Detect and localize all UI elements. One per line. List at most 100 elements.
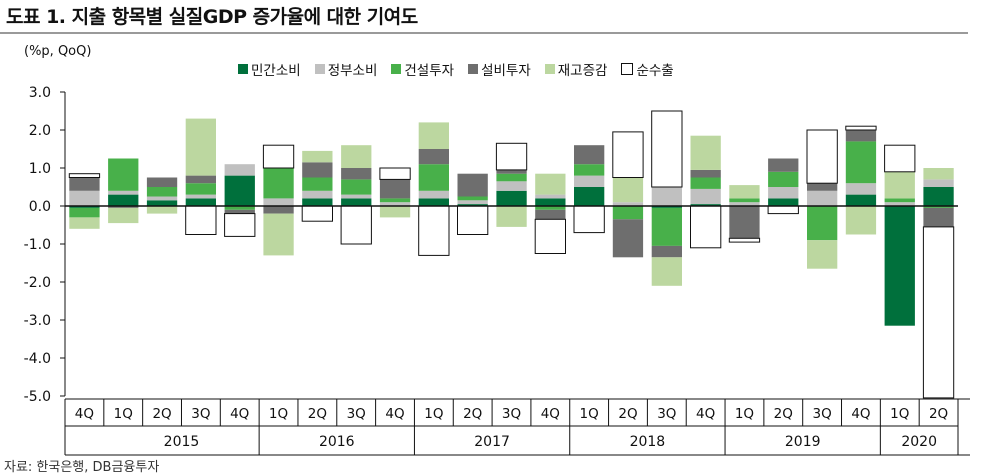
x-tick-label: 2Q — [152, 406, 171, 422]
bar-segment — [845, 206, 877, 235]
legend-swatch — [391, 64, 402, 74]
x-tick-label: 1Q — [890, 406, 909, 422]
bar-segment — [496, 190, 527, 206]
bar-segment — [690, 177, 721, 189]
y-tick-label: 2.0 — [29, 123, 51, 139]
bar-segment — [302, 190, 333, 199]
bar-segment — [922, 226, 955, 399]
legend-item: 정부소비 — [314, 59, 378, 79]
bar-segment — [379, 206, 411, 218]
bar-segment — [341, 194, 372, 199]
bar-segment — [341, 168, 372, 180]
bar-segment — [108, 206, 139, 208]
bar-segment — [224, 213, 256, 237]
y-tick-label: 1.0 — [29, 161, 51, 177]
x-tick-label: 1Q — [114, 406, 133, 422]
bar-segment — [612, 202, 644, 206]
x-tick-label: 3Q — [191, 406, 210, 422]
bar-segment — [574, 187, 605, 206]
legend-label: 정부소비 — [327, 63, 378, 79]
x-tick-label: 2Q — [618, 406, 637, 422]
bar-segment — [612, 131, 644, 178]
bar-segment — [690, 204, 721, 206]
x-tick-label: 1Q — [735, 406, 754, 422]
bar-segment — [923, 179, 954, 187]
bar-segment — [574, 164, 605, 176]
bar-segment — [496, 173, 527, 182]
bar-segment — [185, 194, 216, 199]
bar-segment — [185, 118, 216, 176]
legend-item: 재고증감 — [544, 59, 608, 79]
bar-segment — [418, 190, 449, 199]
bar-segment — [69, 190, 100, 206]
bar-segment — [535, 198, 566, 206]
y-axis-unit-label: (%p, QoQ) — [24, 44, 92, 59]
bar-segment — [612, 206, 644, 220]
bar-segment — [768, 171, 799, 187]
bar-segment — [341, 179, 372, 195]
bar-segment — [845, 194, 877, 206]
y-tick-label: -4.0 — [24, 351, 51, 367]
bar-segment — [806, 129, 838, 184]
bar-segment — [457, 204, 488, 206]
bar-segment — [574, 175, 605, 187]
bar-segment — [146, 196, 178, 201]
bar-segment — [884, 171, 915, 199]
legend-label: 건설투자 — [404, 63, 455, 79]
bar-segment — [807, 240, 838, 269]
bar-segment — [535, 206, 566, 210]
bar-segment — [418, 122, 449, 149]
bar-segment — [612, 177, 644, 203]
bar-segment — [923, 187, 954, 206]
bar-segment — [807, 206, 838, 241]
bar-segment — [923, 168, 954, 180]
x-tick-label: 3Q — [812, 406, 831, 422]
bar-segment — [884, 202, 915, 206]
bar-segment — [457, 205, 489, 235]
bar-segment — [418, 198, 449, 206]
legend-swatch — [468, 64, 479, 74]
bar-segment — [263, 206, 294, 214]
bar-segment — [418, 149, 449, 165]
bar-segment — [690, 135, 721, 170]
legend-item: 건설투자 — [391, 59, 454, 79]
x-tick-label: 1Q — [580, 406, 599, 422]
bar-segment — [884, 198, 915, 203]
year-label: 2015 — [164, 434, 200, 450]
bar-segment — [768, 158, 799, 172]
bar-segment — [729, 185, 760, 199]
legend-label: 재고증감 — [557, 63, 608, 79]
legend-label: 민간소비 — [251, 63, 301, 79]
y-tick-label: 0.0 — [29, 199, 51, 215]
bar-segment — [185, 198, 216, 206]
bar-segment — [379, 198, 411, 203]
bar-segment — [573, 205, 605, 234]
bar-segment — [379, 179, 411, 199]
bar-segment — [69, 217, 100, 229]
bar-segment — [302, 162, 333, 178]
bar-segment — [146, 200, 178, 206]
y-tick-label: -5.0 — [24, 389, 51, 405]
bar-segment — [496, 169, 527, 174]
bar-segment — [418, 205, 450, 256]
year-label: 2018 — [630, 434, 666, 450]
legend-swatch — [621, 63, 634, 75]
bar-segment — [535, 194, 566, 199]
bar-segment — [496, 181, 527, 191]
chart-legend: 민간소비 정부소비 건설투자 설비투자 재고증감 순수출 — [238, 59, 674, 79]
bar-segment — [534, 218, 567, 255]
bar-segment — [923, 207, 954, 227]
bar-segment — [729, 202, 760, 206]
bar-segment — [379, 167, 411, 180]
x-tick-label: 3Q — [347, 406, 366, 422]
bar-segment — [496, 206, 527, 227]
bar-segment — [728, 237, 761, 243]
bar-segment — [341, 198, 372, 206]
x-tick-label: 2Q — [308, 406, 327, 422]
year-label: 2020 — [901, 434, 937, 450]
bar-segment — [185, 183, 216, 195]
bar-segment — [224, 209, 255, 214]
bar-segment — [262, 144, 295, 169]
source-note: 자료: 한국은행, DB금융투자 — [4, 460, 160, 475]
